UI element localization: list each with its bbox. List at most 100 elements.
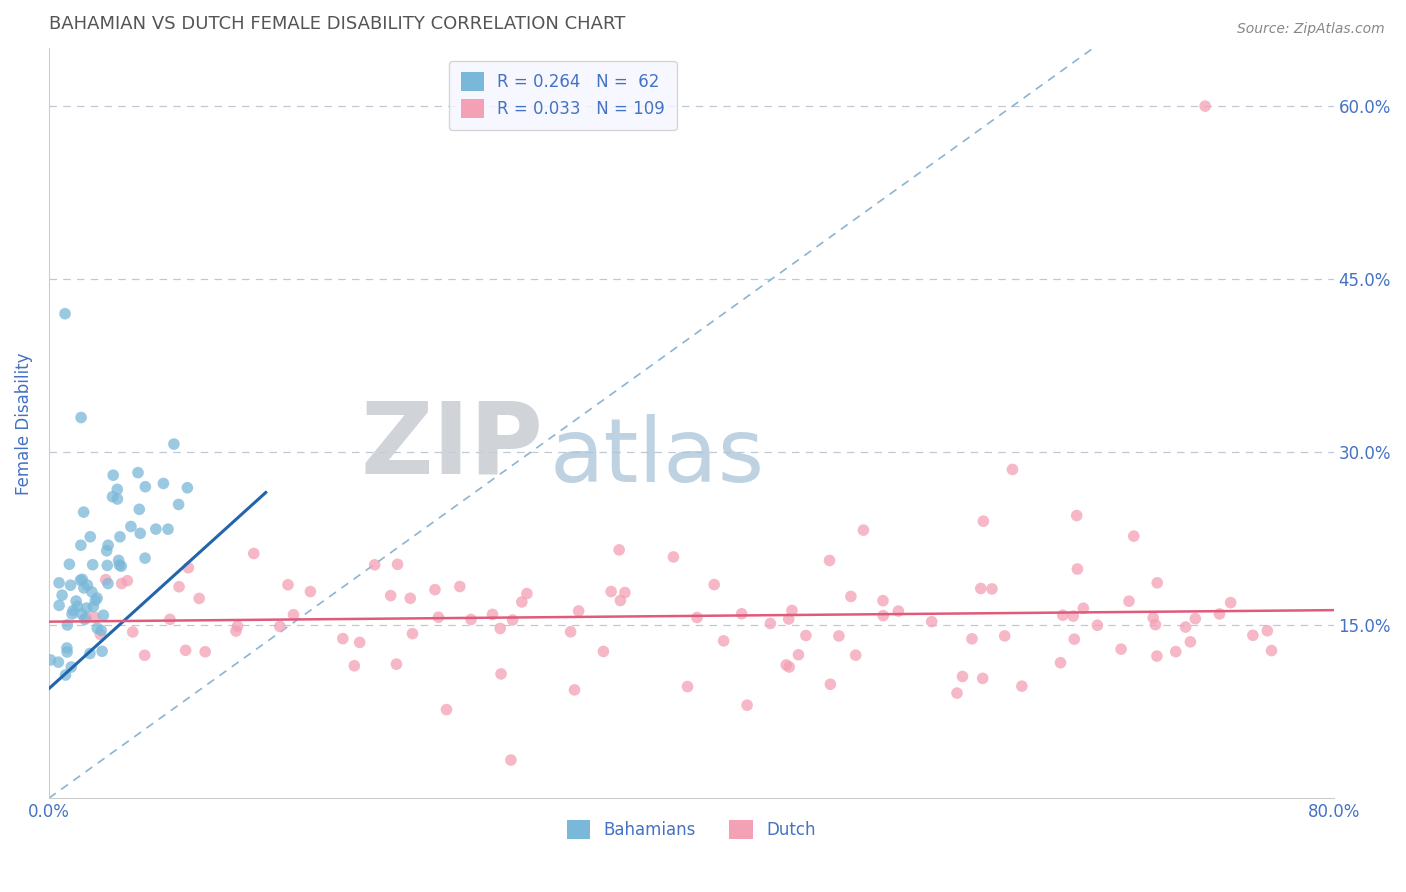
Point: [1144, 617, 1167, 632]
Point: [1241, 628, 1264, 642]
Point: [167, 580, 190, 594]
Point: [839, 590, 862, 604]
Point: [128, 502, 150, 516]
Point: [82, 558, 104, 572]
Point: [73, 581, 96, 595]
Point: [86, 621, 108, 635]
Point: [174, 643, 197, 657]
Point: [960, 632, 983, 646]
Point: [607, 542, 630, 557]
Legend: Bahamians, Dutch: Bahamians, Dutch: [561, 814, 823, 846]
Point: [343, 658, 366, 673]
Point: [1073, 601, 1095, 615]
Point: [970, 582, 993, 596]
Point: [449, 580, 471, 594]
Point: [436, 703, 458, 717]
Point: [828, 629, 851, 643]
Point: [1174, 620, 1197, 634]
Point: [1066, 508, 1088, 523]
Point: [79, 647, 101, 661]
Point: [70, 538, 93, 552]
Point: [1146, 649, 1168, 664]
Point: [952, 669, 974, 683]
Point: [502, 613, 524, 627]
Point: [91, 644, 114, 658]
Point: [1011, 679, 1033, 693]
Point: [489, 622, 512, 636]
Point: [778, 612, 800, 626]
Point: [159, 612, 181, 626]
Point: [145, 522, 167, 536]
Point: [129, 526, 152, 541]
Point: [39, 653, 62, 667]
Point: [1142, 611, 1164, 625]
Point: [686, 610, 709, 624]
Point: [108, 530, 131, 544]
Point: [613, 585, 636, 599]
Point: [872, 593, 894, 607]
Point: [499, 753, 522, 767]
Point: [1208, 607, 1230, 621]
Point: [225, 624, 247, 638]
Point: [73, 505, 96, 519]
Point: [510, 595, 533, 609]
Point: [1122, 529, 1144, 543]
Point: [1063, 632, 1085, 647]
Point: [775, 657, 797, 672]
Point: [134, 480, 156, 494]
Point: [1049, 656, 1071, 670]
Point: [48, 655, 70, 669]
Point: [108, 558, 131, 572]
Point: [592, 644, 614, 658]
Point: [62, 603, 84, 617]
Point: [564, 682, 586, 697]
Text: ZIP: ZIP: [361, 397, 544, 494]
Point: [299, 584, 322, 599]
Point: [568, 604, 591, 618]
Point: [107, 491, 129, 506]
Point: [72, 572, 94, 586]
Point: [107, 553, 129, 567]
Point: [994, 629, 1017, 643]
Point: [76, 578, 98, 592]
Point: [60, 660, 83, 674]
Point: [66, 599, 89, 614]
Point: [56, 618, 79, 632]
Point: [730, 607, 752, 621]
Point: [759, 616, 782, 631]
Point: [75, 611, 97, 625]
Point: [1180, 635, 1202, 649]
Point: [103, 468, 125, 483]
Point: [1118, 594, 1140, 608]
Point: [887, 604, 910, 618]
Point: [69, 573, 91, 587]
Point: [399, 591, 422, 606]
Point: [820, 677, 842, 691]
Point: [82, 599, 104, 614]
Point: [96, 558, 118, 573]
Point: [97, 538, 120, 552]
Point: [1260, 643, 1282, 657]
Point: [89, 627, 111, 641]
Point: [385, 657, 408, 672]
Point: [401, 626, 423, 640]
Point: [1001, 462, 1024, 476]
Point: [332, 632, 354, 646]
Point: [80, 585, 103, 599]
Point: [921, 615, 943, 629]
Point: [283, 607, 305, 622]
Point: [121, 624, 143, 639]
Point: [86, 591, 108, 605]
Point: [243, 547, 266, 561]
Point: [97, 576, 120, 591]
Point: [1219, 596, 1241, 610]
Point: [51, 588, 73, 602]
Point: [134, 551, 156, 566]
Point: [787, 648, 810, 662]
Point: [778, 660, 800, 674]
Point: [872, 608, 894, 623]
Point: [188, 591, 211, 606]
Point: [1184, 612, 1206, 626]
Point: [1062, 609, 1084, 624]
Point: [73, 612, 96, 626]
